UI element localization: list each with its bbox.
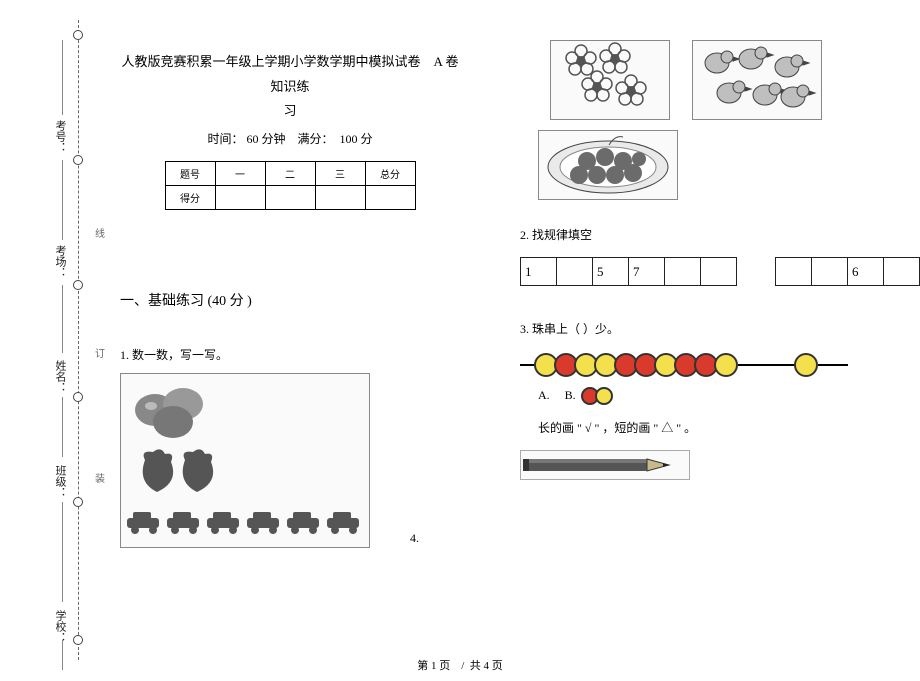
binding-solid-line — [62, 397, 63, 457]
count-images-box — [120, 373, 370, 548]
binding-solid-line — [62, 40, 63, 115]
pager-total: 共 4 页 — [470, 660, 503, 672]
score-cell — [365, 186, 415, 210]
strawberries-icon — [125, 445, 235, 505]
bead-icon — [595, 387, 613, 405]
pencil-icon — [521, 451, 689, 479]
title-part-c: 习 — [283, 103, 296, 118]
page-footer: 第 1 页 / 共 4 页 — [0, 657, 920, 673]
binding-hint-char: 订 — [95, 345, 105, 360]
binding-label: 学校： — [52, 610, 68, 643]
bead-icon — [794, 353, 818, 377]
full-value: 100 分 — [340, 132, 373, 146]
seq-cell — [812, 258, 848, 286]
binding-circle-icon — [73, 635, 83, 645]
score-hlabel: 题号 — [165, 162, 215, 186]
question-2: 2. 找规律填空 — [520, 226, 920, 243]
plate-icon — [539, 131, 677, 199]
bead-icon — [714, 353, 738, 377]
pager-current: 第 1 页 — [417, 660, 450, 672]
time-label: 时间： — [207, 132, 243, 146]
title-line: 人教版竞赛积累一年级上学期小学数学期中模拟试卷 A 卷知识练 习 — [120, 50, 460, 124]
seq-cell: 5 — [593, 258, 629, 286]
score-col: 一 — [215, 162, 265, 186]
bead-string — [520, 353, 920, 377]
score-cell — [315, 186, 365, 210]
option-a-label: A. — [538, 388, 550, 402]
eggs-icon — [125, 380, 225, 440]
binding-margin: 考号：考场：姓名：班级：学校：线订装 — [0, 0, 100, 681]
plate-box — [538, 130, 678, 200]
sequence-table-1: 1 5 7 — [520, 257, 737, 286]
sequence-table-2: 6 — [775, 257, 920, 286]
section-1-heading: 一、基础练习 (40 分 ) — [120, 290, 460, 310]
option-b-label: B. — [565, 388, 576, 402]
question-1: 1. 数一数，写一写。 — [120, 346, 460, 363]
binding-solid-line — [62, 285, 63, 353]
seq-cell: 6 — [848, 258, 884, 286]
score-cell — [265, 186, 315, 210]
score-col: 二 — [265, 162, 315, 186]
flowers-box — [550, 40, 670, 120]
seq-cell: 7 — [629, 258, 665, 286]
binding-circle-icon — [73, 497, 83, 507]
binding-circle-icon — [73, 155, 83, 165]
binding-label: 班级： — [52, 465, 68, 498]
right-column: 2. 找规律填空 1 5 7 6 3. 珠串上（ ）少。 — [520, 30, 920, 484]
title-part-a: 人教版竞赛积累一年级上学期小学数学期中模拟试卷 — [122, 54, 421, 69]
binding-solid-line — [62, 502, 63, 602]
seq-cell — [776, 258, 812, 286]
flowers-icon — [551, 41, 669, 119]
score-table: 题号 一 二 三 总分 得分 — [165, 161, 416, 210]
question-4-number: 4. — [410, 531, 419, 546]
cars-row-icon — [125, 510, 365, 538]
binding-circle-icon — [73, 280, 83, 290]
binding-dotted-line — [78, 20, 79, 660]
chicks-box — [692, 40, 822, 120]
binding-hint-char: 线 — [95, 225, 105, 240]
seq-cell: 1 — [521, 258, 557, 286]
binding-hint-char: 装 — [95, 470, 105, 485]
seq-cell — [701, 258, 737, 286]
pencil-box — [520, 450, 690, 480]
score-rlabel: 得分 — [165, 186, 215, 210]
score-col: 总分 — [365, 162, 415, 186]
options-row: A. B. — [538, 387, 920, 405]
score-cell — [215, 186, 265, 210]
question-3: 3. 珠串上（ ）少。 — [520, 320, 920, 337]
seq-cell — [665, 258, 701, 286]
full-label: 满分： — [298, 132, 334, 146]
binding-solid-line — [62, 160, 63, 240]
binding-label: 姓名： — [52, 360, 68, 393]
chicks-icon — [693, 41, 821, 119]
seq-cell — [557, 258, 593, 286]
seq-cell — [884, 258, 920, 286]
time-value: 60 分钟 — [246, 132, 285, 146]
left-column: 人教版竞赛积累一年级上学期小学数学期中模拟试卷 A 卷知识练 习 时间： 60 … — [120, 50, 460, 548]
binding-label: 考号： — [52, 120, 68, 153]
score-col: 三 — [315, 162, 365, 186]
time-score-line: 时间： 60 分钟 满分： 100 分 — [120, 130, 460, 147]
binding-label: 考场： — [52, 245, 68, 278]
pager-sep: / — [461, 660, 464, 672]
binding-circle-icon — [73, 392, 83, 402]
question-4-text: 长的画 " √ " ，短的画 " △ " 。 — [538, 419, 920, 436]
binding-circle-icon — [73, 30, 83, 40]
